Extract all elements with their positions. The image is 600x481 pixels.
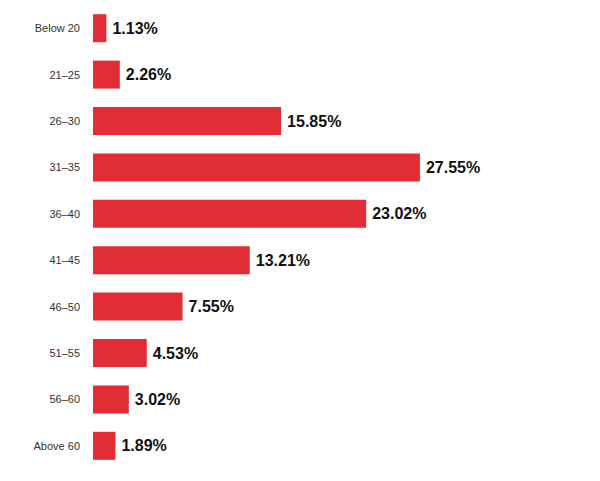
svg-text:21–25: 21–25	[49, 69, 80, 81]
svg-text:15.85%: 15.85%	[287, 113, 341, 130]
svg-text:Below 20: Below 20	[35, 22, 80, 34]
svg-text:Above 60: Above 60	[34, 440, 80, 452]
svg-text:13.21%: 13.21%	[256, 252, 310, 269]
svg-text:7.55%: 7.55%	[189, 298, 234, 315]
svg-text:1.13%: 1.13%	[112, 20, 157, 37]
svg-text:4.53%: 4.53%	[153, 345, 198, 362]
svg-text:31–35: 31–35	[49, 161, 80, 173]
svg-text:27.55%: 27.55%	[426, 159, 480, 176]
svg-text:2.26%: 2.26%	[126, 66, 171, 83]
svg-text:51–55: 51–55	[49, 347, 80, 359]
svg-text:56–60: 56–60	[49, 393, 80, 405]
svg-text:23.02%: 23.02%	[372, 205, 426, 222]
svg-text:41–45: 41–45	[49, 254, 80, 266]
svg-text:1.89%: 1.89%	[121, 437, 166, 454]
svg-text:46–50: 46–50	[49, 301, 80, 313]
svg-text:36–40: 36–40	[49, 208, 80, 220]
svg-text:26–30: 26–30	[49, 115, 80, 127]
svg-text:3.02%: 3.02%	[135, 391, 180, 408]
